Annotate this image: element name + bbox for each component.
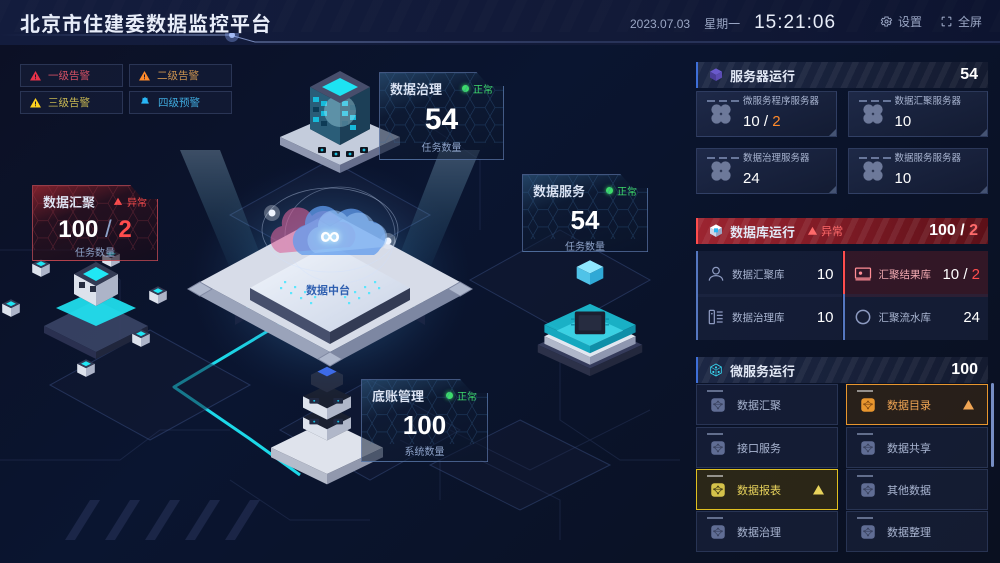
svg-text:数据中台: 数据中台 [306, 283, 350, 297]
svg-text:∞: ∞ [320, 220, 340, 251]
